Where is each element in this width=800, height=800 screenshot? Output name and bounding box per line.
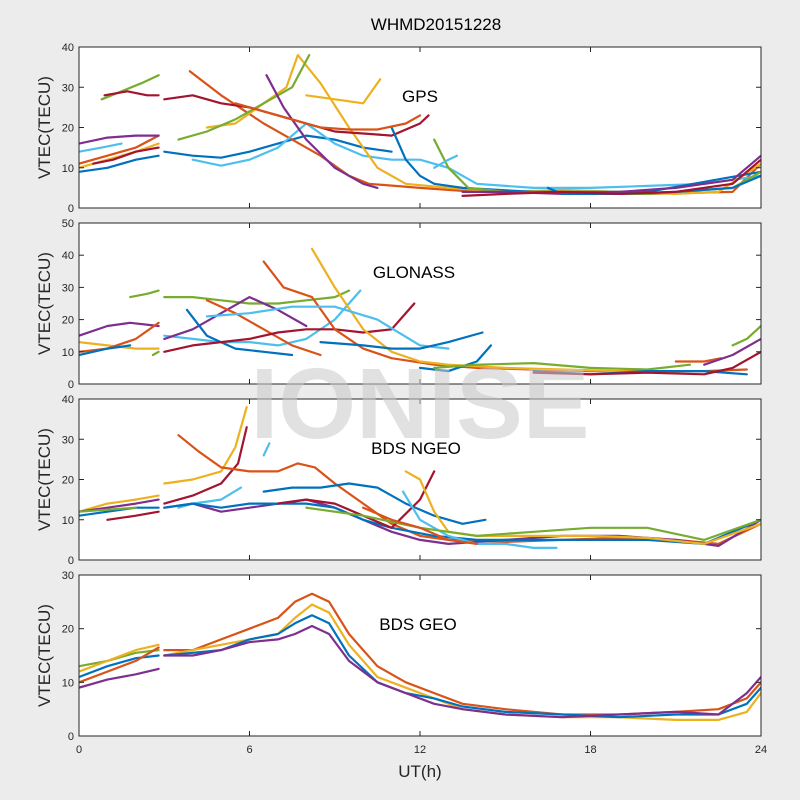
series-line [177, 53, 311, 141]
series-line [404, 470, 761, 546]
series-line [163, 302, 416, 353]
y-tick-label: 20 [62, 123, 74, 135]
panel-0: 0 10 20 30 40 VTEC(TECU) GPS [35, 42, 762, 215]
y-tick-label: 0 [68, 555, 74, 567]
y-tick-label: 30 [62, 570, 74, 582]
series-line [79, 667, 160, 689]
y-axis-label: VTEC(TECU) [35, 428, 54, 531]
series-line [532, 350, 761, 376]
series-line [151, 350, 160, 357]
series-line [106, 510, 160, 521]
series-line [79, 344, 132, 357]
y-tick-label: 20 [62, 624, 74, 636]
series-line [79, 134, 160, 165]
y-tick-label: 10 [62, 163, 74, 175]
x-tick-label: 12 [414, 744, 426, 756]
y-tick-label: 40 [62, 394, 74, 406]
series-line [92, 146, 160, 165]
series-line [129, 289, 160, 299]
series-line [79, 646, 160, 684]
series-line [262, 482, 487, 525]
panel-label: BDS NGEO [371, 439, 461, 458]
series-line [265, 74, 379, 189]
panel-label: GLONASS [373, 263, 455, 282]
series-line [305, 506, 761, 542]
y-tick-label: 30 [62, 82, 74, 94]
series-line [731, 324, 761, 347]
series-line [163, 134, 393, 159]
series-group [79, 406, 761, 550]
series-line [433, 154, 458, 169]
series-line [79, 494, 160, 513]
x-axis-label: UT(h) [398, 762, 441, 781]
series-line [205, 299, 322, 357]
series-line [163, 426, 248, 505]
y-axis-label: VTEC(TECU) [35, 252, 54, 355]
y-tick-label: 10 [62, 677, 74, 689]
series-line [461, 158, 761, 197]
series-group [79, 592, 761, 722]
series-line [163, 502, 761, 546]
y-tick-label: 10 [62, 347, 74, 359]
series-line [163, 624, 761, 719]
panels: 0 10 20 30 40 VTEC(TECU) GPS 0 10 20 30 40 50 VTEC(TE… [35, 42, 767, 756]
series-line [262, 442, 271, 457]
x-tick-label: 0 [76, 744, 82, 756]
panel-2: 0 10 20 30 40 VTEC(TECU) BDS NGEO [35, 394, 762, 567]
series-line [79, 154, 160, 173]
series-line [163, 406, 248, 485]
y-axis-label: VTEC(TECU) [35, 76, 54, 179]
y-tick-label: 50 [62, 218, 74, 230]
series-line [234, 102, 422, 131]
series-line [310, 247, 677, 374]
y-tick-label: 20 [62, 475, 74, 487]
series-line [319, 331, 484, 350]
series-line [79, 134, 160, 145]
series-line [79, 643, 160, 673]
series-line [79, 321, 160, 353]
y-tick-label: 40 [62, 42, 74, 54]
x-tick-label: 24 [755, 744, 767, 756]
series-line [79, 142, 123, 153]
series-line [103, 90, 160, 97]
series-line [163, 296, 308, 340]
series-line [674, 357, 723, 363]
series-line [79, 321, 160, 337]
series-line [305, 78, 382, 105]
series-line [100, 74, 160, 101]
y-tick-label: 30 [62, 282, 74, 294]
panel-label: GPS [402, 87, 438, 106]
y-tick-label: 0 [68, 203, 74, 215]
series-line [461, 154, 761, 195]
plot-area [79, 47, 761, 208]
series-group [79, 53, 761, 197]
panel-1: 0 10 20 30 40 50 VTEC(TECU) GLONASS [35, 218, 762, 391]
watermark: IONISE [251, 348, 590, 460]
y-tick-label: 20 [62, 315, 74, 327]
y-tick-label: 10 [62, 515, 74, 527]
series-line [433, 362, 692, 371]
series-line [79, 506, 137, 513]
panel-3: 0 10 20 30 0 6 12 18 24 VTEC(TECU) BDS GEO [35, 570, 767, 756]
chart-title: WHMD20151228 [371, 15, 501, 34]
series-line [185, 308, 294, 357]
series-line [79, 648, 160, 668]
y-tick-label: 40 [62, 250, 74, 262]
plot-area [79, 223, 761, 384]
series-line [205, 305, 450, 350]
y-tick-label: 30 [62, 434, 74, 446]
series-line [703, 337, 761, 366]
y-axis-label: VTEC(TECU) [35, 604, 54, 707]
y-tick-label: 0 [68, 731, 74, 743]
series-group [79, 247, 761, 376]
x-tick-label: 18 [584, 744, 596, 756]
panel-label: BDS GEO [379, 615, 456, 634]
series-line [362, 506, 478, 546]
x-tick-label: 6 [246, 744, 252, 756]
series-line [79, 654, 160, 679]
y-tick-label: 0 [68, 379, 74, 391]
